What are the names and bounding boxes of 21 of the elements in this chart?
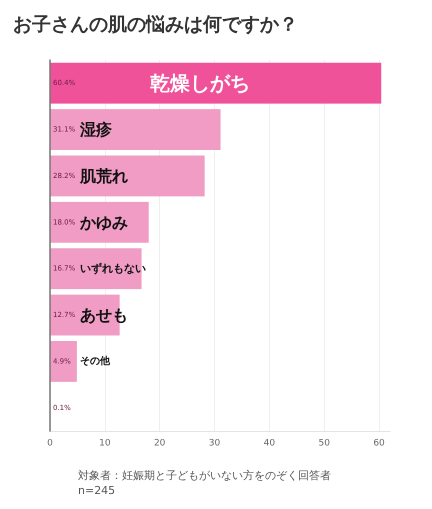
x-tick-label: 40: [264, 438, 276, 448]
y-tick-label: かゆみ: [79, 212, 128, 232]
bar: [50, 109, 221, 150]
y-tick-label: 肌荒れ: [79, 166, 128, 186]
chart-title: お子さんの肌の悩みは何ですか？: [13, 14, 298, 36]
y-tick-label: いずれもない: [80, 262, 146, 276]
text: 対象者：妊娠期と子どもがいない方をのぞく回答者: [78, 469, 331, 482]
x-tick-label: 30: [208, 438, 221, 448]
bar: [50, 341, 77, 382]
x-tick-label: 20: [154, 438, 166, 448]
x-tick-label: 10: [99, 438, 111, 448]
y-tick-label: 湿疹: [79, 120, 113, 140]
y-tick-label: その他: [80, 354, 111, 367]
bar: [50, 156, 205, 196]
x-tick-label: 60: [373, 438, 386, 448]
y-tick-label: 乾燥しがち: [150, 71, 250, 96]
bar: [50, 62, 382, 104]
text: n=245: [78, 484, 116, 497]
y-tick-label: あせも: [80, 306, 128, 325]
x-tick-label: 0: [47, 438, 54, 448]
x-tick-label: 50: [318, 438, 330, 448]
